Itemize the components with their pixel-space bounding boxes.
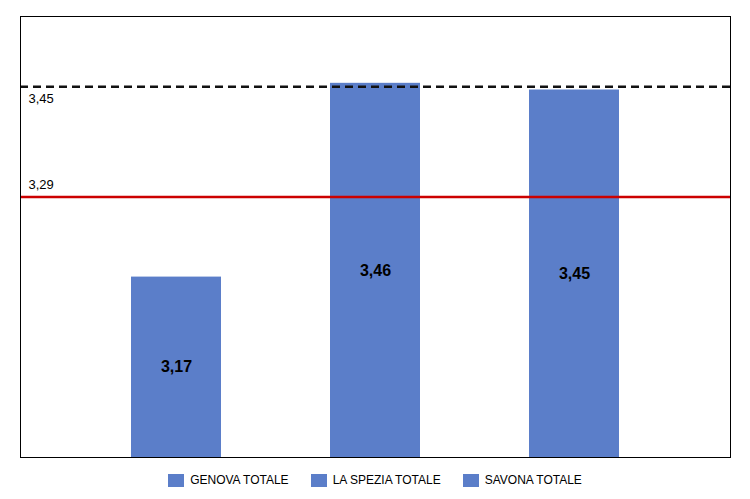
svg-text:3,45: 3,45 — [29, 91, 54, 106]
svg-text:3,46: 3,46 — [360, 262, 391, 279]
svg-text:3,45: 3,45 — [559, 265, 590, 282]
html-text:GENOVA TOTALE: GENOVA TOTALE — [190, 473, 289, 487]
html-text:SAVONA TOTALE: SAVONA TOTALE — [484, 473, 582, 487]
html-text:LA SPEZIA TOTALE: LA SPEZIA TOTALE — [332, 473, 441, 487]
svg-text:3,29: 3,29 — [29, 177, 54, 192]
svg-text:3,17: 3,17 — [161, 358, 192, 375]
